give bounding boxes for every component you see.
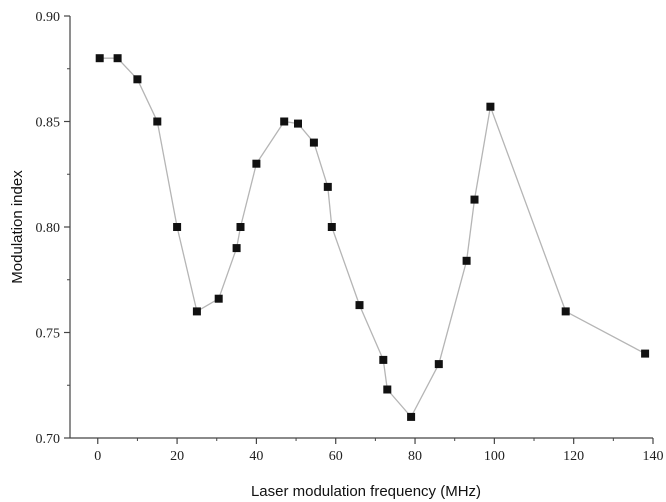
- data-point: [383, 385, 392, 394]
- series-layer: [95, 54, 650, 421]
- data-point: [214, 294, 223, 303]
- x-tick-label: 140: [643, 449, 664, 464]
- x-tick-label: 0: [94, 449, 101, 464]
- data-point: [561, 307, 570, 316]
- data-point: [323, 182, 332, 191]
- data-point: [280, 117, 289, 126]
- x-axis-title: Laser modulation frequency (MHz): [251, 483, 481, 500]
- data-point: [232, 244, 241, 253]
- data-point: [407, 412, 416, 421]
- x-tick-label: 80: [408, 449, 422, 464]
- data-point: [153, 117, 162, 126]
- y-tick-label: 0.70: [36, 432, 61, 447]
- x-tick-label: 40: [249, 449, 263, 464]
- data-point: [294, 119, 302, 128]
- y-axis-title: Modulation index: [9, 170, 26, 284]
- x-tick-label: 120: [563, 449, 584, 464]
- axes: 0.70 0.75 0.80 0.85 0.90 0 20 40 60 80 100 120 140: [36, 10, 664, 464]
- series-line: [99, 57, 646, 419]
- data-point: [192, 307, 201, 316]
- data-point: [252, 159, 261, 168]
- data-point: [434, 360, 443, 369]
- y-tick-label: 0.80: [36, 221, 61, 236]
- data-point: [486, 102, 495, 111]
- data-point: [309, 138, 318, 147]
- x-tick-label: 100: [484, 449, 505, 464]
- data-point: [113, 54, 122, 63]
- data-point: [236, 223, 245, 231]
- y-tick-label: 0.90: [36, 10, 61, 25]
- data-point: [327, 223, 336, 231]
- y-tick-label: 0.85: [36, 116, 61, 131]
- x-tick-label: 20: [170, 449, 184, 464]
- data-point: [173, 223, 182, 231]
- data-point: [355, 301, 364, 310]
- data-point: [133, 75, 142, 84]
- data-point: [462, 256, 471, 265]
- y-tick-label: 0.75: [36, 327, 61, 342]
- data-point: [95, 54, 104, 63]
- data-point: [641, 349, 650, 358]
- x-tick-label: 60: [329, 449, 343, 464]
- data-point: [470, 195, 479, 204]
- data-point: [379, 355, 388, 364]
